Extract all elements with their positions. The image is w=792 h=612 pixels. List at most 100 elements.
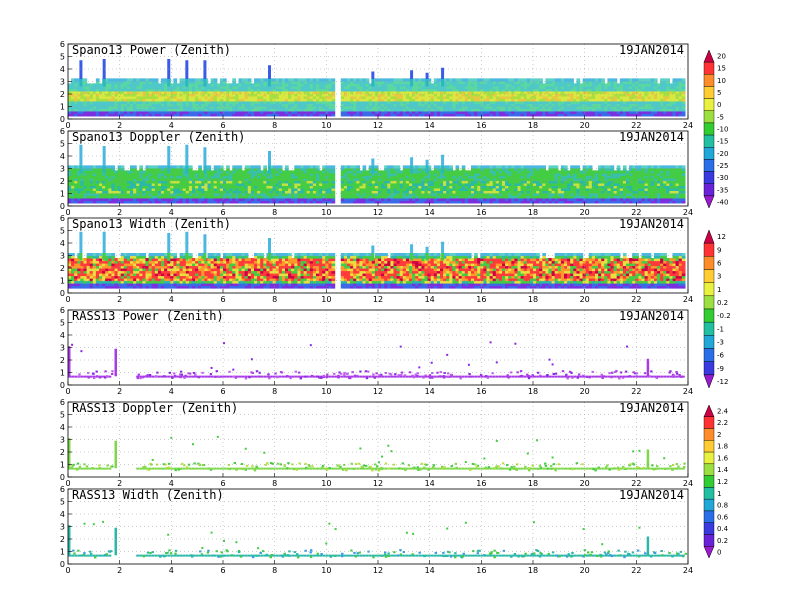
heat-cell: [356, 110, 360, 114]
heat-cell: [89, 165, 94, 169]
heat-cell: [396, 165, 401, 169]
heat-cell: [675, 110, 680, 114]
heat-cell: [77, 83, 81, 87]
heat-cell: [421, 177, 426, 181]
heat-cell: [374, 197, 379, 201]
heat-cell: [486, 108, 491, 112]
heat-cell: [421, 78, 426, 82]
heat-cell: [154, 197, 159, 201]
heat-cell: [567, 103, 571, 107]
heat-cell: [235, 185, 240, 189]
heat-cell: [80, 187, 85, 191]
heat-cell: [244, 80, 249, 84]
heat-cell: [179, 197, 184, 201]
heat-cell: [77, 182, 81, 186]
heat-cell: [195, 177, 199, 181]
heat-cell: [272, 88, 277, 92]
heat-cell: [595, 80, 599, 84]
heat-cell: [573, 83, 577, 87]
heat-cell: [396, 80, 401, 84]
heat-cell: [368, 177, 373, 181]
heat-cell: [526, 108, 531, 112]
heat-cell: [322, 98, 326, 102]
heat-cell: [467, 93, 472, 97]
heat-cell: [582, 95, 587, 99]
heat-cell: [666, 80, 670, 84]
heat-cell: [588, 88, 593, 92]
heat-cell: [343, 108, 348, 112]
heat-cell: [632, 110, 636, 114]
heat-cell: [536, 103, 540, 107]
heat-cell: [591, 108, 596, 112]
heat-cell: [173, 192, 178, 196]
heat-cell: [486, 197, 491, 201]
heat-cell: [102, 95, 106, 99]
heat-cell: [350, 185, 354, 189]
heat-cell: [619, 105, 624, 109]
heat-cell: [616, 88, 621, 92]
heat-cell: [539, 113, 543, 117]
heat-cell: [412, 88, 416, 92]
heat-cell: [154, 95, 159, 99]
heat-cell: [198, 100, 202, 104]
heat-cell: [641, 113, 646, 117]
heat-cell: [263, 95, 267, 99]
heat-cell: [430, 110, 435, 114]
heat-cell: [449, 95, 453, 99]
heat-cell: [260, 108, 264, 112]
heat-cell: [591, 103, 596, 107]
heat-cell: [157, 187, 162, 191]
heat-cell: [126, 197, 131, 201]
heat-cell: [164, 177, 168, 181]
heat-cell: [520, 83, 525, 87]
heat-cell: [505, 100, 509, 104]
heat-cell: [331, 192, 336, 196]
heat-cell: [120, 98, 125, 102]
heat-cell: [167, 182, 171, 186]
heat-cell: [483, 182, 488, 186]
heat-cell: [440, 190, 444, 194]
heat-cell: [430, 83, 435, 87]
heat-cell: [229, 172, 233, 176]
heat-cell: [374, 80, 379, 84]
heat-cell: [195, 170, 199, 174]
heat-cell: [120, 78, 125, 82]
heat-cell: [278, 182, 283, 186]
heat-cell: [161, 93, 165, 97]
heat-cell: [340, 98, 345, 102]
heat-cell: [632, 78, 636, 82]
heat-cell: [306, 105, 311, 109]
heat-cell: [309, 78, 314, 82]
heat-cell: [650, 98, 655, 102]
heat-cell: [619, 110, 624, 114]
heat-cell: [319, 200, 323, 204]
heat-cell: [415, 103, 419, 107]
heat-cell: [148, 190, 153, 194]
heat-cell: [409, 100, 413, 104]
heat-cell: [331, 88, 336, 92]
heat-cell: [368, 113, 373, 117]
heat-cell: [232, 95, 236, 99]
heat-cell: [347, 172, 351, 176]
heat-cell: [374, 192, 379, 196]
heat-cell: [176, 90, 181, 94]
heat-cell: [272, 195, 277, 199]
heat-cell: [192, 110, 196, 114]
heat-cell: [638, 80, 643, 84]
heat-cell: [591, 110, 596, 114]
heat-cell: [619, 90, 624, 94]
heat-cell: [607, 83, 612, 87]
heat-cell: [300, 105, 305, 109]
heat-cell: [350, 88, 354, 92]
heat-cell: [139, 182, 143, 186]
heat-cell: [533, 95, 537, 99]
heat-cell: [657, 105, 661, 109]
heat-cell: [126, 90, 131, 94]
heat-cell: [387, 100, 391, 104]
heat-cell: [452, 80, 457, 84]
heat-cell: [204, 177, 209, 181]
heat-cell: [598, 108, 602, 112]
heat-cell: [198, 95, 202, 99]
heat-cell: [560, 98, 565, 102]
heat-cell: [523, 93, 528, 97]
